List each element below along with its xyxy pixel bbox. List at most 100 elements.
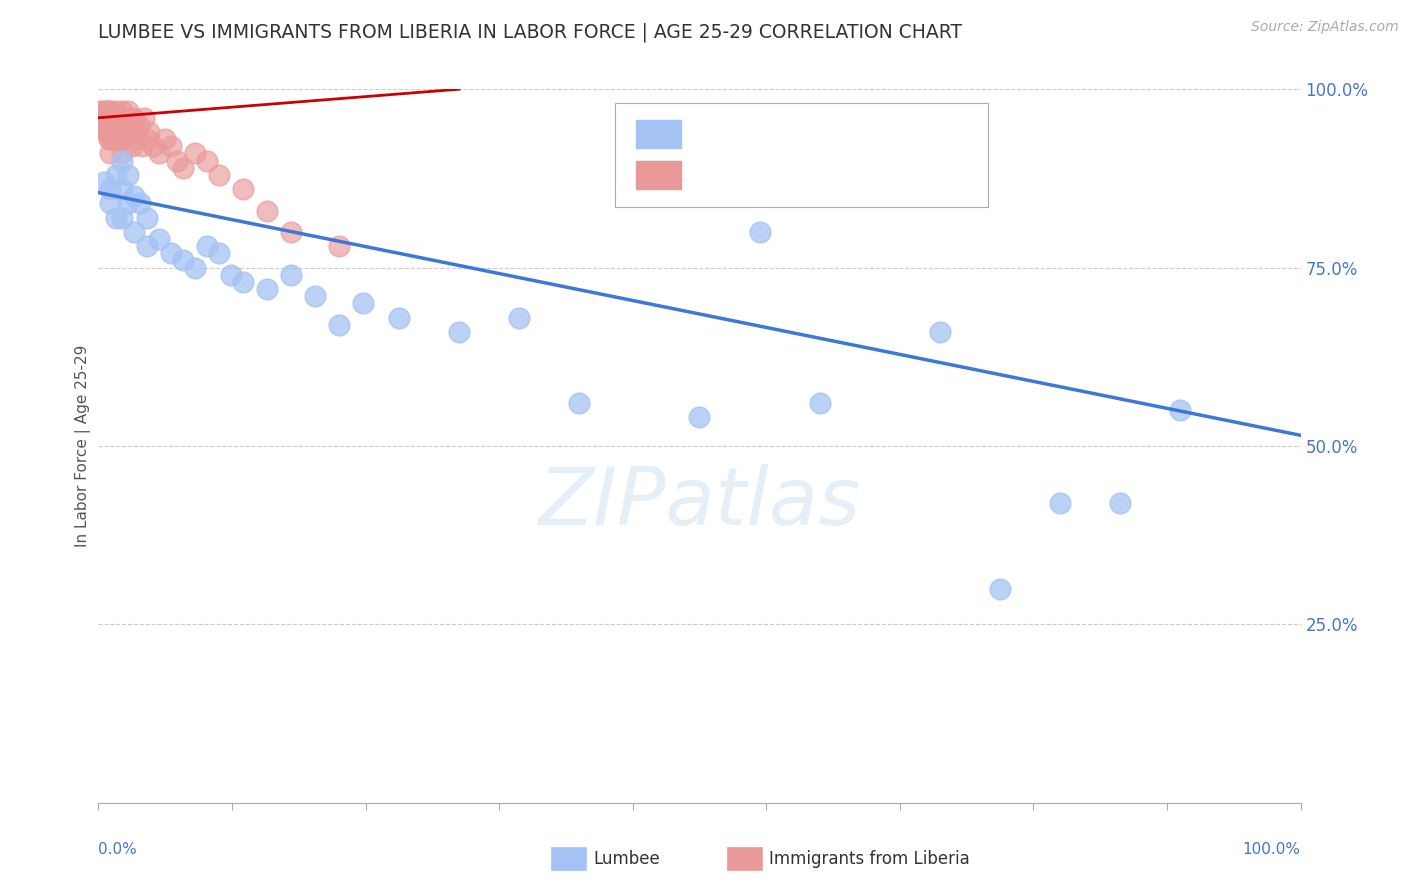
Text: -0.303: -0.303: [759, 125, 820, 143]
Text: R =: R =: [696, 166, 733, 184]
Text: LUMBEE VS IMMIGRANTS FROM LIBERIA IN LABOR FORCE | AGE 25-29 CORRELATION CHART: LUMBEE VS IMMIGRANTS FROM LIBERIA IN LAB…: [98, 22, 963, 42]
Point: [100, 182, 122, 196]
Point: [111, 103, 134, 118]
Point: [93, 175, 115, 189]
Point: [117, 118, 139, 132]
Y-axis label: In Labor Force | Age 25-29: In Labor Force | Age 25-29: [76, 345, 91, 547]
Point: [98, 132, 121, 146]
Point: [96, 118, 118, 132]
Text: Lumbee: Lumbee: [593, 850, 659, 868]
Point: [388, 310, 411, 325]
Point: [105, 168, 128, 182]
Point: [101, 125, 124, 139]
Point: [111, 146, 134, 161]
Point: [94, 125, 117, 139]
Point: [1170, 403, 1192, 417]
Text: 64: 64: [915, 166, 939, 184]
Point: [135, 239, 157, 253]
Point: [195, 153, 218, 168]
Point: [219, 268, 242, 282]
Point: [352, 296, 374, 310]
Point: [100, 146, 122, 161]
Point: [111, 153, 134, 168]
Point: [280, 225, 302, 239]
Point: [93, 111, 115, 125]
Point: [508, 310, 530, 325]
Text: 41: 41: [915, 125, 939, 143]
Point: [141, 139, 163, 153]
Point: [100, 118, 122, 132]
Point: [97, 111, 120, 125]
Point: [111, 132, 134, 146]
Point: [135, 211, 157, 225]
Text: 100.0%: 100.0%: [1243, 842, 1301, 857]
Point: [103, 132, 125, 146]
Point: [1049, 496, 1071, 510]
FancyBboxPatch shape: [616, 103, 988, 207]
Text: N =: N =: [856, 166, 893, 184]
Point: [120, 111, 142, 125]
Text: 0.282: 0.282: [759, 166, 818, 184]
Point: [568, 396, 591, 410]
Point: [94, 111, 117, 125]
Point: [869, 182, 891, 196]
Point: [103, 118, 125, 132]
Point: [108, 132, 131, 146]
Point: [107, 125, 129, 139]
Text: R =: R =: [696, 125, 733, 143]
Point: [124, 225, 146, 239]
Text: N =: N =: [856, 125, 893, 143]
Point: [138, 125, 160, 139]
Point: [93, 118, 115, 132]
Point: [124, 125, 146, 139]
Point: [100, 196, 122, 211]
Point: [135, 132, 157, 146]
Point: [105, 103, 128, 118]
Point: [148, 232, 170, 246]
Point: [118, 118, 141, 132]
Point: [124, 111, 146, 125]
Point: [988, 582, 1011, 596]
Point: [121, 139, 143, 153]
Point: [195, 239, 218, 253]
Point: [104, 111, 127, 125]
Point: [105, 132, 128, 146]
Point: [90, 103, 112, 118]
Text: 0.0%: 0.0%: [98, 842, 138, 857]
Point: [125, 132, 148, 146]
Point: [121, 125, 143, 139]
Point: [232, 182, 254, 196]
Point: [105, 118, 128, 132]
Point: [153, 132, 176, 146]
Point: [111, 118, 134, 132]
Point: [111, 182, 134, 196]
Point: [114, 111, 136, 125]
Point: [748, 225, 770, 239]
Point: [304, 289, 326, 303]
Point: [108, 111, 131, 125]
Point: [97, 125, 120, 139]
Point: [328, 239, 350, 253]
Point: [148, 146, 170, 161]
Point: [280, 268, 302, 282]
Point: [124, 189, 146, 203]
Point: [183, 260, 205, 275]
Point: [117, 125, 139, 139]
Text: ZIPatlas: ZIPatlas: [538, 464, 860, 542]
Point: [100, 132, 122, 146]
Point: [689, 410, 711, 425]
Point: [183, 146, 205, 161]
Point: [159, 139, 181, 153]
Bar: [636, 161, 682, 189]
Text: Source: ZipAtlas.com: Source: ZipAtlas.com: [1251, 20, 1399, 34]
Point: [166, 153, 188, 168]
Point: [172, 161, 194, 175]
Point: [117, 103, 139, 118]
Point: [132, 111, 155, 125]
Point: [114, 125, 136, 139]
Point: [928, 325, 950, 339]
Point: [208, 246, 231, 260]
Point: [129, 196, 152, 211]
Point: [100, 103, 122, 118]
Point: [172, 253, 194, 268]
